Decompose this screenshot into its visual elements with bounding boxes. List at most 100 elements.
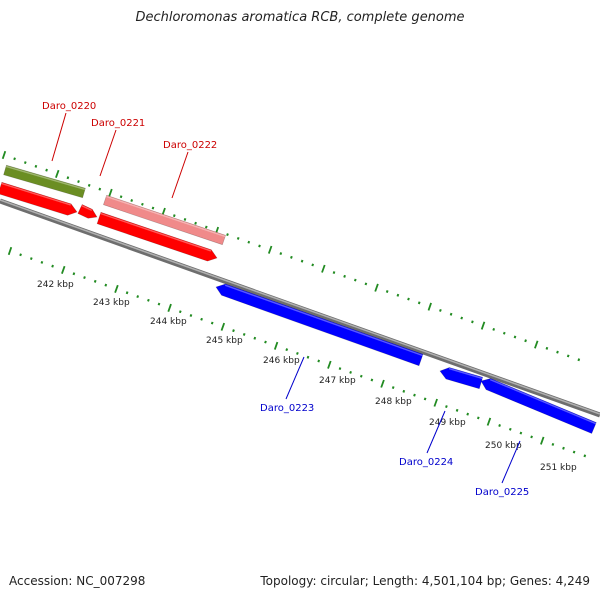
tick-mark — [471, 320, 474, 324]
tick-mark — [226, 233, 229, 237]
tick-mark — [374, 283, 379, 292]
tick-mark — [61, 265, 66, 275]
tick-mark — [7, 246, 13, 256]
tick-mark — [385, 290, 389, 293]
tick-mark — [300, 259, 304, 263]
tick-mark — [391, 386, 395, 390]
tick-mark — [200, 317, 203, 321]
tick-mark — [449, 312, 453, 316]
gene-label-leader — [99, 129, 117, 177]
tick-mark — [380, 379, 385, 388]
tick-mark — [321, 264, 326, 273]
gene-label-leader — [285, 356, 305, 400]
tick-mark — [498, 424, 501, 427]
tick-mark — [402, 389, 406, 393]
tick-mark — [104, 283, 108, 287]
tick-mark — [172, 214, 176, 218]
scale-label: 244 kbp — [150, 317, 187, 327]
genome-axis-line — [0, 198, 600, 418]
tick-mark — [72, 272, 76, 276]
tick-mark — [486, 417, 492, 426]
tick-mark — [562, 446, 565, 450]
tick-mark — [242, 332, 246, 336]
tick-mark — [236, 236, 240, 240]
gene-label-daro-0225[interactable]: Daro_0225 — [475, 487, 529, 498]
gene-feature-daro-0224-highlight — [448, 367, 483, 380]
tick-mark — [343, 274, 346, 278]
tick-mark — [353, 278, 357, 282]
tick-mark — [396, 293, 400, 297]
tick-mark — [407, 297, 410, 301]
tick-mark — [492, 327, 496, 331]
tick-mark — [66, 176, 70, 180]
gene-feature-daro-0222-light-highlight — [105, 195, 226, 238]
tick-mark — [141, 202, 144, 206]
gene-label-daro-0222[interactable]: Daro_0222 — [163, 140, 217, 151]
tick-mark — [306, 355, 310, 359]
tick-mark — [194, 221, 197, 225]
tick-mark — [460, 316, 464, 320]
tick-mark — [114, 284, 119, 294]
tick-mark — [476, 416, 480, 420]
tick-mark — [40, 260, 44, 264]
tick-mark — [77, 180, 80, 184]
tick-mark — [327, 360, 332, 369]
tick-mark — [311, 263, 315, 267]
tick-mark — [45, 168, 48, 172]
tick-mark — [253, 336, 257, 340]
tick-mark — [210, 321, 214, 325]
genome-summary: Topology: circular; Length: 4,501,104 bp… — [260, 574, 590, 588]
gene-label-leader — [426, 410, 446, 454]
gene-label-daro-0221[interactable]: Daro_0221 — [91, 118, 145, 129]
tick-mark — [178, 310, 182, 314]
gene-label-daro-0220[interactable]: Daro_0220 — [42, 101, 96, 112]
gene-feature-daro-0222-light[interactable] — [103, 194, 226, 246]
gene-feature-daro-0220[interactable] — [0, 181, 78, 216]
tick-mark — [279, 252, 283, 256]
tick-mark — [513, 335, 517, 339]
tick-mark — [83, 276, 86, 280]
tick-mark — [508, 427, 512, 431]
gene-feature-daro-0222[interactable] — [96, 211, 218, 262]
gene-label-leader — [51, 112, 67, 162]
gene-feature-daro-0225[interactable] — [480, 378, 597, 434]
tick-mark — [417, 301, 421, 305]
tick-mark — [264, 340, 267, 344]
tick-mark — [23, 161, 27, 165]
tick-mark — [125, 291, 129, 295]
tick-mark — [151, 206, 155, 210]
tick-mark — [232, 329, 235, 333]
tick-mark — [51, 264, 54, 268]
tick-mark — [296, 351, 299, 355]
tick-mark — [364, 282, 368, 286]
tick-mark — [273, 341, 279, 350]
tick-mark — [157, 302, 161, 306]
tick-mark — [147, 298, 150, 302]
gene-feature-daro-0221-highlight — [81, 204, 93, 212]
tick-mark — [55, 169, 60, 179]
gene-label-leader — [501, 440, 521, 484]
tick-mark — [370, 378, 374, 382]
gene-feature-daro-0224[interactable] — [439, 367, 484, 390]
gene-label-daro-0224[interactable]: Daro_0224 — [399, 457, 453, 468]
tick-mark — [445, 405, 448, 409]
page-title: Dechloromonas aromatica RCB, complete ge… — [135, 10, 465, 25]
tick-mark — [519, 431, 523, 435]
gene-feature-daro-0223[interactable] — [215, 283, 424, 367]
tick-mark — [317, 359, 321, 363]
tick-mark — [427, 302, 432, 311]
tick-mark — [332, 271, 336, 275]
gene-feature-daro-0222-highlight — [100, 212, 212, 252]
scale-label: 250 kbp — [485, 441, 522, 451]
tick-mark — [108, 188, 113, 198]
tick-mark — [1, 150, 7, 160]
tick-mark — [583, 454, 587, 458]
rna-feature-daro-0220-highlight — [5, 165, 86, 191]
rna-feature-daro-0220[interactable] — [3, 164, 86, 199]
tick-mark — [577, 358, 581, 362]
gene-feature-daro-0221[interactable] — [77, 204, 98, 219]
gene-label-daro-0223[interactable]: Daro_0223 — [260, 403, 314, 414]
scale-label: 245 kbp — [206, 336, 243, 346]
tick-mark — [258, 244, 261, 248]
tick-mark — [130, 199, 134, 202]
